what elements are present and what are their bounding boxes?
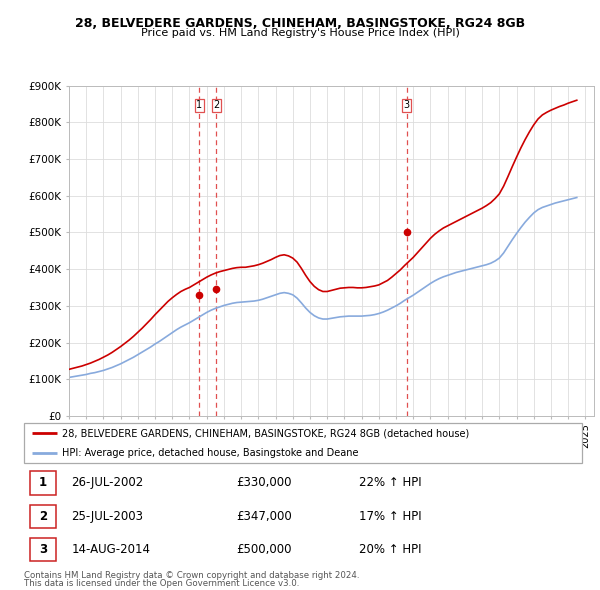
Text: 3: 3 [404, 100, 410, 110]
Text: 22% ↑ HPI: 22% ↑ HPI [359, 476, 421, 489]
Text: 2: 2 [213, 100, 220, 110]
Text: 28, BELVEDERE GARDENS, CHINEHAM, BASINGSTOKE, RG24 8GB: 28, BELVEDERE GARDENS, CHINEHAM, BASINGS… [75, 17, 525, 30]
Text: 26-JUL-2002: 26-JUL-2002 [71, 476, 143, 489]
Text: 17% ↑ HPI: 17% ↑ HPI [359, 510, 421, 523]
Text: 28, BELVEDERE GARDENS, CHINEHAM, BASINGSTOKE, RG24 8GB (detached house): 28, BELVEDERE GARDENS, CHINEHAM, BASINGS… [62, 428, 469, 438]
Text: £500,000: £500,000 [236, 543, 292, 556]
Text: 25-JUL-2003: 25-JUL-2003 [71, 510, 143, 523]
Bar [29, 471, 56, 494]
Text: This data is licensed under the Open Government Licence v3.0.: This data is licensed under the Open Gov… [24, 579, 299, 588]
Text: 14-AUG-2014: 14-AUG-2014 [71, 543, 151, 556]
Bar [29, 504, 56, 528]
Text: Price paid vs. HM Land Registry's House Price Index (HPI): Price paid vs. HM Land Registry's House … [140, 28, 460, 38]
Text: 3: 3 [39, 543, 47, 556]
Bar [29, 538, 56, 562]
Text: 1: 1 [39, 476, 47, 489]
Text: 1: 1 [196, 100, 202, 110]
Text: £347,000: £347,000 [236, 510, 292, 523]
Text: 20% ↑ HPI: 20% ↑ HPI [359, 543, 421, 556]
Text: Contains HM Land Registry data © Crown copyright and database right 2024.: Contains HM Land Registry data © Crown c… [24, 571, 359, 579]
Text: HPI: Average price, detached house, Basingstoke and Deane: HPI: Average price, detached house, Basi… [62, 448, 358, 458]
Text: £330,000: £330,000 [236, 476, 292, 489]
Text: 2: 2 [39, 510, 47, 523]
